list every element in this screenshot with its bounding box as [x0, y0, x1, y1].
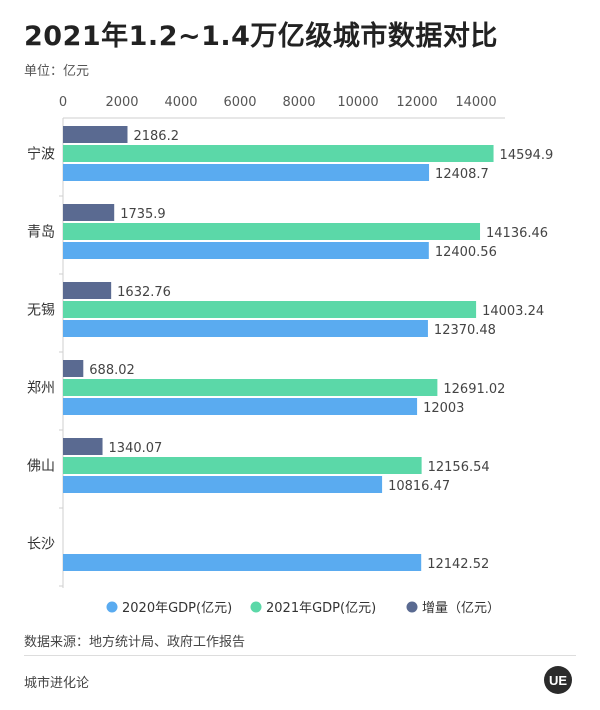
- bar-gdp2020: [63, 320, 428, 337]
- footer-divider: [24, 655, 576, 656]
- data-source: 数据来源：地方统计局、政府工作报告: [24, 635, 246, 650]
- bar-value-label: 14136.46: [486, 226, 548, 241]
- bar-chart: 0 2000 4000 6000 8000 10000 12000 14000 宁波青岛无锡郑…: [27, 95, 554, 616]
- bar-gdp2020: [63, 242, 429, 259]
- x-tick-label: 8000: [282, 95, 315, 110]
- legend-label: 2020年GDP(亿元): [122, 601, 232, 616]
- legend-label: 增量（亿元）: [422, 601, 500, 616]
- bar-gdp2021: [63, 379, 438, 396]
- category-label: 青岛: [27, 225, 55, 241]
- x-tick-label: 12000: [396, 95, 437, 110]
- x-tick-label: 4000: [164, 95, 197, 110]
- bar-gdp2020: [63, 398, 418, 415]
- unit-label: 单位：亿元: [24, 64, 90, 79]
- category-label: 郑州: [27, 381, 55, 397]
- category-label: 佛山: [27, 459, 55, 475]
- bar-value-label: 12156.54: [428, 460, 490, 475]
- bar-value-label: 10816.47: [388, 479, 450, 494]
- bar-value-label: 12400.56: [435, 245, 497, 260]
- legend-marker-gdp2020: [106, 601, 118, 613]
- bar-value-label: 14594.9: [500, 148, 554, 163]
- bar-value-label: 1735.9: [120, 207, 165, 222]
- bar-gdp2020: [63, 476, 383, 493]
- bar-increase: [63, 282, 112, 299]
- x-tick-label: 10000: [337, 95, 378, 110]
- bar-value-label: 2186.2: [133, 129, 179, 144]
- bar-value-label: 14003.24: [482, 304, 544, 319]
- brand-logo-icon: UE: [544, 666, 572, 694]
- bar-value-label: 1632.76: [117, 285, 171, 300]
- bar-value-label: 1340.07: [109, 441, 163, 456]
- x-tick-label: 2000: [105, 95, 138, 110]
- bar-increase: [63, 438, 103, 455]
- bar-value-label: 12691.02: [443, 382, 505, 397]
- x-tick-label: 14000: [455, 95, 496, 110]
- bar-gdp2020: [63, 164, 430, 181]
- bar-value-label: 12408.7: [435, 167, 489, 182]
- category-label: 无锡: [27, 303, 55, 319]
- category-label: 宁波: [27, 146, 55, 163]
- bar-gdp2021: [63, 301, 477, 318]
- footer-brand: 城市进化论: [24, 676, 90, 691]
- bar-gdp2021: [63, 223, 481, 240]
- bar-value-label: 12142.52: [427, 557, 489, 572]
- bar-gdp2021: [63, 145, 494, 162]
- legend-marker-gdp2021: [250, 601, 262, 613]
- legend-marker-increase: [406, 601, 418, 613]
- bar-gdp2021: [63, 457, 422, 474]
- bar-value-label: 12370.48: [434, 323, 496, 338]
- bar-increase: [63, 204, 115, 221]
- x-tick-label: 0: [59, 95, 67, 110]
- x-tick-label: 6000: [223, 95, 256, 110]
- bar-gdp2020: [63, 554, 422, 571]
- bar-value-label: 12003: [423, 401, 464, 416]
- bar-increase: [63, 126, 128, 143]
- bar-value-label: 688.02: [89, 363, 135, 378]
- chart-title: 2021年1.2~1.4万亿级城市数据对比: [24, 21, 498, 52]
- category-label: 长沙: [27, 537, 55, 553]
- bar-increase: [63, 360, 84, 377]
- brand-logo-text: UE: [549, 673, 567, 688]
- legend-label: 2021年GDP(亿元): [266, 601, 376, 616]
